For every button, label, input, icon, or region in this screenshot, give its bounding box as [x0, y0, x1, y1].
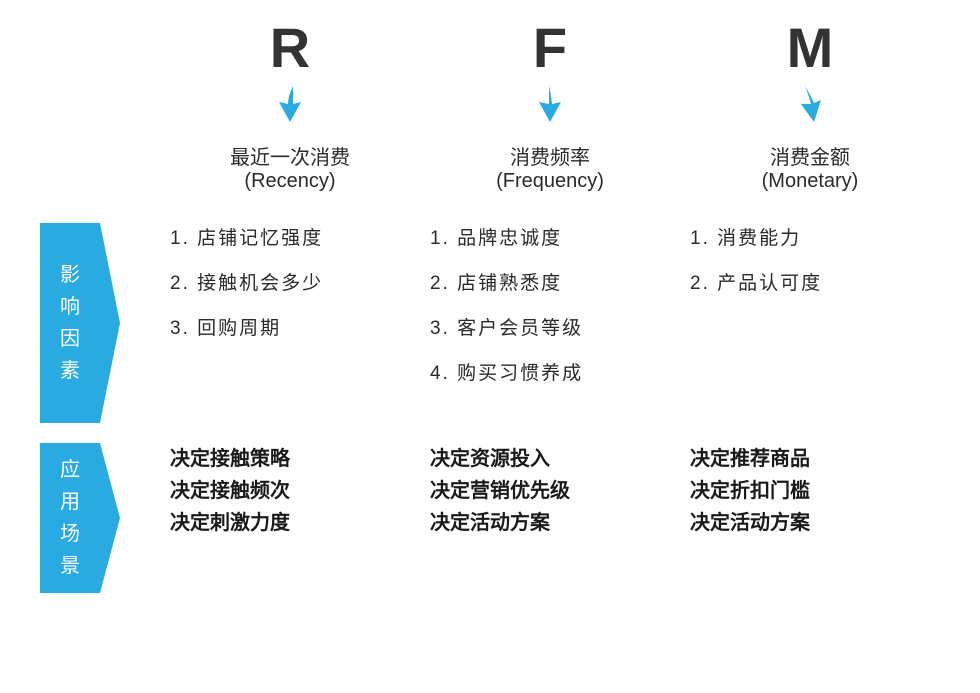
factor-item: 1. 品牌忠诚度 [430, 223, 680, 250]
factor-item: 3. 客户会员等级 [430, 313, 680, 340]
subtitle-m-en: (Monetary) [762, 170, 859, 193]
factor-item: 1. 店铺记忆强度 [170, 223, 420, 250]
factor-item: 4. 购买习惯养成 [430, 358, 680, 385]
apps-col-m: 决定推荐商品 决定折扣门槛 决定活动方案 [680, 443, 940, 539]
col-r-header: R 最近一次消费 (Recency) [160, 20, 420, 213]
side-char: 用 [60, 486, 80, 518]
factor-item: 1. 消费能力 [690, 223, 940, 250]
side-label-factors: 影 响 因 素 [40, 223, 100, 423]
factor-item: 2. 店铺熟悉度 [430, 268, 680, 295]
app-item: 决定推荐商品 [690, 443, 940, 475]
arrow-down-icon [795, 84, 825, 129]
arrow-down-icon [275, 84, 305, 129]
app-item: 决定折扣门槛 [690, 475, 940, 507]
apps-col-f: 决定资源投入 决定营销优先级 决定活动方案 [420, 443, 680, 539]
side-label-apps: 应 用 场 景 [40, 443, 100, 593]
apps-col-r: 决定接触策略 决定接触频次 决定刺激力度 [160, 443, 420, 539]
app-item: 决定接触策略 [170, 443, 420, 475]
side-char: 景 [60, 550, 80, 582]
factors-columns: 1. 店铺记忆强度 2. 接触机会多少 3. 回购周期 1. 品牌忠诚度 2. … [160, 223, 940, 385]
subtitle-f-cn: 消费频率 [510, 141, 590, 170]
factors-col-f: 1. 品牌忠诚度 2. 店铺熟悉度 3. 客户会员等级 4. 购买习惯养成 [420, 223, 680, 385]
arrow-down-icon [535, 84, 565, 129]
rfm-header-row: R 最近一次消费 (Recency) F 消费频率 (Frequency) M … [160, 20, 940, 213]
side-char: 影 [60, 259, 80, 291]
apps-section: 应 用 场 景 决定接触策略 决定接触频次 决定刺激力度 决定资源投入 决定营销… [40, 443, 940, 593]
subtitle-r-cn: 最近一次消费 [230, 141, 350, 170]
app-item: 决定营销优先级 [430, 475, 680, 507]
subtitle-r-en: (Recency) [244, 170, 335, 193]
side-char: 响 [60, 291, 80, 323]
factors-col-m: 1. 消费能力 2. 产品认可度 [680, 223, 940, 385]
apps-columns: 决定接触策略 决定接触频次 决定刺激力度 决定资源投入 决定营销优先级 决定活动… [160, 443, 940, 539]
side-char: 素 [60, 355, 80, 387]
letter-f: F [533, 20, 567, 76]
app-item: 决定活动方案 [430, 507, 680, 539]
letter-m: M [787, 20, 834, 76]
col-f-header: F 消费频率 (Frequency) [420, 20, 680, 213]
factor-item: 2. 接触机会多少 [170, 268, 420, 295]
app-item: 决定接触频次 [170, 475, 420, 507]
side-char: 场 [60, 518, 80, 550]
app-item: 决定刺激力度 [170, 507, 420, 539]
factor-item: 2. 产品认可度 [690, 268, 940, 295]
col-m-header: M 消费金额 (Monetary) [680, 20, 940, 213]
app-item: 决定资源投入 [430, 443, 680, 475]
factors-section: 影 响 因 素 1. 店铺记忆强度 2. 接触机会多少 3. 回购周期 1. 品… [40, 223, 940, 423]
letter-r: R [270, 20, 310, 76]
subtitle-m-cn: 消费金额 [770, 141, 850, 170]
factors-col-r: 1. 店铺记忆强度 2. 接触机会多少 3. 回购周期 [160, 223, 420, 385]
app-item: 决定活动方案 [690, 507, 940, 539]
subtitle-f-en: (Frequency) [496, 170, 604, 193]
side-char: 因 [60, 323, 80, 355]
side-char: 应 [60, 454, 80, 486]
factor-item: 3. 回购周期 [170, 313, 420, 340]
